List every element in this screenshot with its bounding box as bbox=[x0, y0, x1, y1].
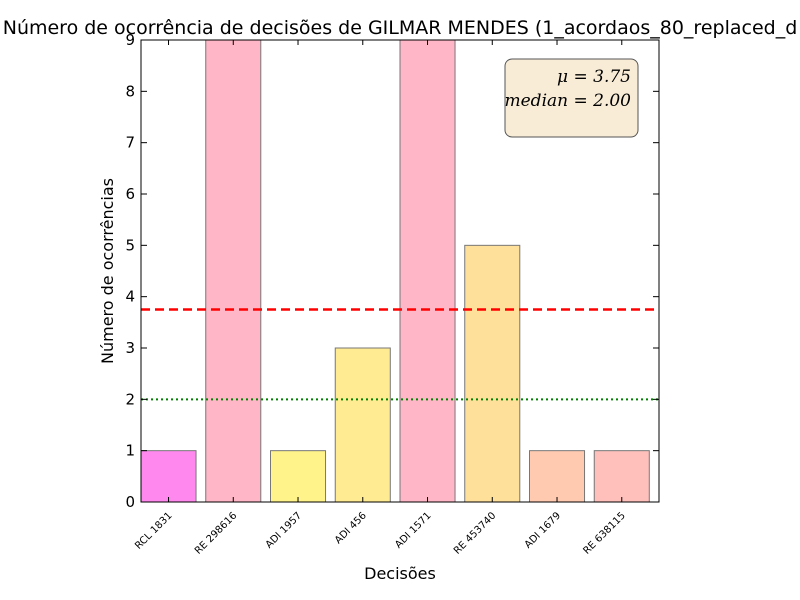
bar bbox=[270, 450, 327, 503]
bar bbox=[399, 39, 456, 503]
y-tick-label: 6 bbox=[125, 185, 135, 203]
y-tick-label: 7 bbox=[125, 134, 135, 152]
stats-mean-label: μ = 3.75 bbox=[557, 67, 631, 87]
plot-frame bbox=[140, 39, 660, 503]
y-tick-label: 3 bbox=[125, 339, 135, 357]
x-tick-label: ADI 1957 bbox=[264, 510, 304, 550]
y-tick-label: 5 bbox=[125, 236, 135, 254]
bar bbox=[593, 450, 650, 503]
x-axis-title: Decisões bbox=[364, 564, 436, 583]
bars-layer bbox=[140, 39, 650, 503]
stats-median-label: median = 2.00 bbox=[505, 91, 632, 111]
y-tick-label: 9 bbox=[125, 31, 135, 49]
y-tick-label: 1 bbox=[125, 442, 135, 460]
x-tick-label: ADI 1679 bbox=[523, 510, 563, 550]
y-tick-label: 4 bbox=[125, 288, 135, 306]
bar bbox=[464, 244, 521, 503]
x-tick-label: RE 453740 bbox=[452, 510, 498, 556]
stats-box: μ = 3.75 median = 2.00 bbox=[504, 58, 639, 138]
bar bbox=[529, 450, 586, 503]
chart-title: Número de ocorrência de decisões de GILM… bbox=[3, 17, 798, 39]
y-tick-label: 2 bbox=[125, 390, 135, 408]
x-tick-label: ADI 456 bbox=[333, 510, 369, 546]
x-tick-label: RCL 1831 bbox=[133, 510, 174, 551]
x-tick-label: RE 298616 bbox=[193, 510, 239, 556]
y-tick-label: 0 bbox=[125, 493, 135, 511]
y-tick-label: 8 bbox=[125, 82, 135, 100]
y-axis-title: Número de ocorrências bbox=[98, 178, 117, 364]
bar bbox=[334, 347, 391, 503]
stats-box-background bbox=[504, 58, 639, 138]
x-tick-label: RE 638115 bbox=[581, 510, 627, 556]
bar bbox=[205, 39, 262, 503]
reference-lines-layer bbox=[141, 308, 659, 401]
x-tick-label: ADI 1571 bbox=[393, 510, 433, 550]
bar bbox=[140, 450, 197, 503]
axes-layer bbox=[140, 39, 660, 503]
